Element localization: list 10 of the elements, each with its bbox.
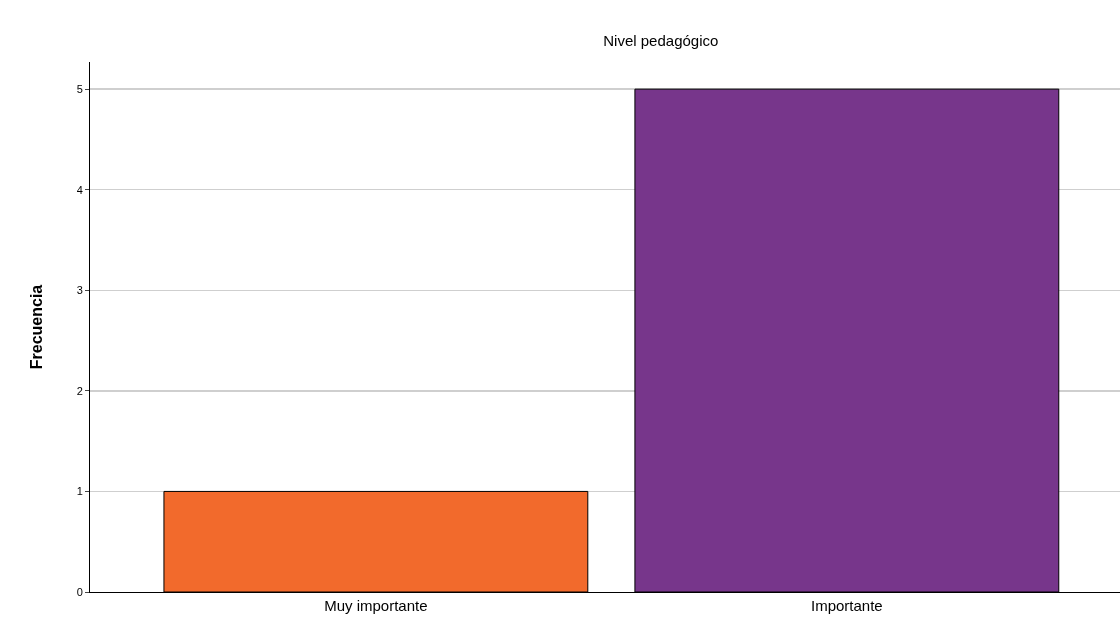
x-tick-label: Importante: [810, 597, 883, 614]
y-tick-label: 2: [76, 384, 83, 397]
y-tick-label: 3: [76, 284, 83, 297]
y-tick-label: 5: [76, 83, 83, 95]
x-tick-label: Muy importante: [324, 597, 428, 614]
chart-title: Nivel pedagógico: [603, 32, 719, 50]
y-tick-label: 4: [76, 183, 83, 196]
y-axis-title: Frecuencia: [27, 284, 45, 370]
y-tick-label: 0: [76, 585, 83, 598]
y-tick-label: 1: [76, 485, 83, 498]
